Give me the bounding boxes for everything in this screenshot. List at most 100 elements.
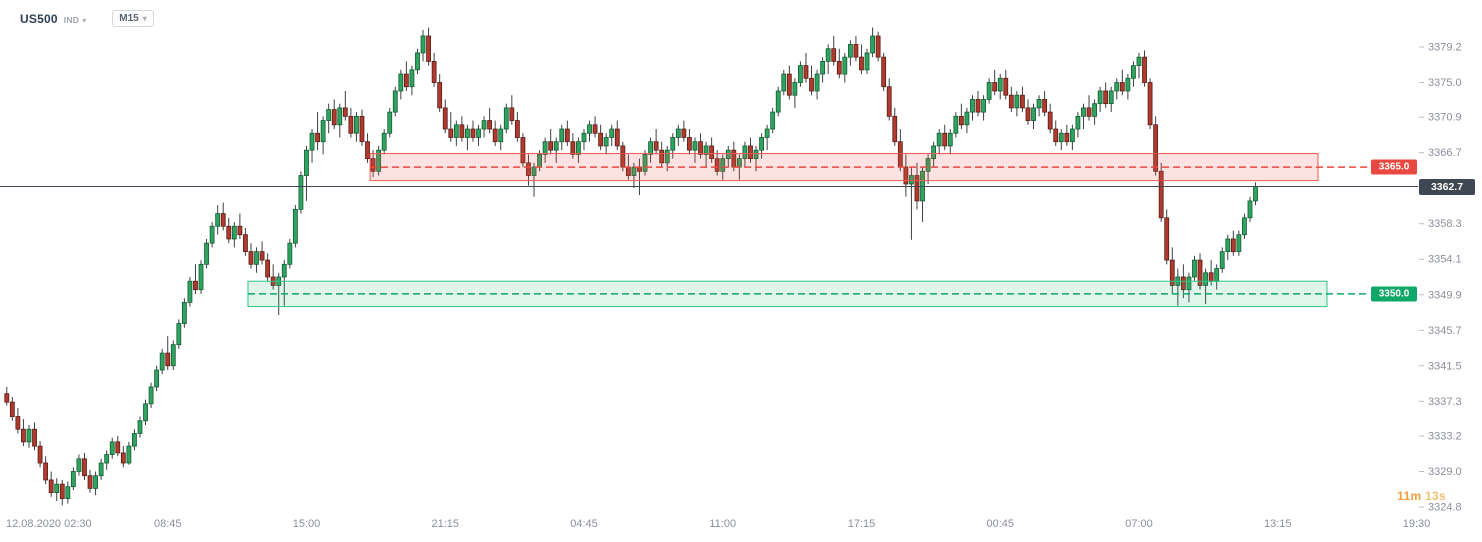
candle [592, 116, 598, 138]
price-axis[interactable]: 3379.2 3375.0 3370.9 3366.7 3358.3 3354.1 3349… [1419, 42, 1462, 514]
candle [1036, 95, 1042, 117]
price-axis-label: 3354.1 [1428, 254, 1462, 266]
candle [292, 205, 298, 248]
price-axis-label: 3366.7 [1428, 147, 1462, 159]
candle [1108, 86, 1114, 113]
candle [659, 141, 665, 168]
price-axis-label: 3345.7 [1428, 325, 1462, 337]
support-price-badge[interactable]: 3350.0 [1371, 286, 1417, 302]
candle [348, 107, 354, 138]
candle [670, 133, 676, 159]
candle [609, 124, 615, 146]
candle [892, 107, 898, 146]
candle [847, 40, 853, 66]
price-axis-label: 3333.2 [1428, 430, 1462, 442]
candle [653, 129, 659, 155]
candle [209, 222, 215, 248]
candle [687, 129, 692, 155]
candle [992, 69, 998, 96]
candle [115, 435, 121, 457]
candle [98, 458, 104, 480]
candle [881, 52, 887, 91]
candle [465, 124, 470, 151]
price-axis-label: 3337.3 [1428, 396, 1462, 408]
candle [986, 78, 992, 104]
candle [32, 422, 37, 451]
candle [359, 109, 365, 146]
symbol-selector[interactable]: US500 IND ▾ [20, 12, 86, 26]
candle [281, 260, 287, 306]
candle [648, 137, 653, 163]
candle [692, 137, 698, 163]
candle [9, 397, 15, 421]
candle [254, 247, 259, 273]
candle [143, 399, 148, 425]
candle [104, 450, 110, 470]
candle [426, 27, 431, 66]
candle [193, 264, 198, 294]
candle [1125, 74, 1131, 100]
time-axis-label: 07:00 [1125, 518, 1153, 530]
price-axis-label: 3349.9 [1428, 289, 1462, 301]
candle [542, 137, 548, 163]
candle [431, 52, 437, 87]
support-zone[interactable] [247, 280, 1368, 308]
candle [187, 277, 193, 307]
price-axis-label: 3358.3 [1428, 218, 1462, 230]
candle [836, 48, 842, 79]
candle [76, 454, 82, 476]
candle [903, 154, 909, 197]
candle [176, 319, 182, 349]
candle [742, 141, 748, 168]
candle [48, 471, 54, 497]
candle [886, 78, 892, 121]
price-axis-label: 3329.0 [1428, 466, 1462, 478]
candlestick-series [4, 27, 1258, 506]
candle [387, 107, 393, 138]
candle [1142, 50, 1147, 87]
timeframe-label: M15 [119, 13, 139, 24]
candle [1247, 196, 1253, 223]
candle [398, 69, 404, 100]
price-axis-label: 3379.2 [1428, 42, 1462, 54]
candle [470, 120, 476, 142]
candle [215, 205, 221, 235]
candle [126, 441, 132, 465]
candle [942, 124, 948, 151]
candle [820, 57, 826, 83]
candle [587, 120, 592, 142]
candle [1081, 103, 1086, 130]
time-axis[interactable]: 12.08.2020 02:30 08:45 15:00 21:15 04:45 11:0… [6, 518, 1430, 530]
candle [997, 74, 1003, 100]
price-axis-label: 3324.8 [1428, 502, 1462, 514]
candle [781, 69, 787, 96]
candle [576, 137, 581, 163]
candle [1242, 213, 1247, 239]
candle [514, 112, 520, 142]
current-price-badge: 3362.7 [1419, 178, 1475, 195]
candle [803, 52, 809, 83]
resistance-zone[interactable] [369, 153, 1368, 182]
candle [675, 124, 681, 146]
candle [909, 167, 914, 240]
candle [354, 112, 359, 142]
candle [598, 124, 604, 151]
candle [981, 95, 986, 121]
candle [875, 31, 881, 62]
candle [487, 107, 493, 134]
timeframe-selector[interactable]: M15 ▾ [112, 10, 154, 27]
candle [1025, 99, 1031, 125]
time-axis-label: 11:00 [709, 518, 736, 530]
candle [298, 171, 304, 214]
candle [453, 120, 459, 146]
candle [1103, 82, 1109, 108]
candle [786, 65, 792, 100]
candle [1064, 124, 1070, 146]
candle [342, 90, 348, 121]
candle [620, 141, 626, 172]
candle [809, 65, 814, 96]
candle [520, 133, 526, 168]
resistance-price-badge[interactable]: 3365.0 [1371, 159, 1417, 175]
candle [581, 129, 587, 151]
